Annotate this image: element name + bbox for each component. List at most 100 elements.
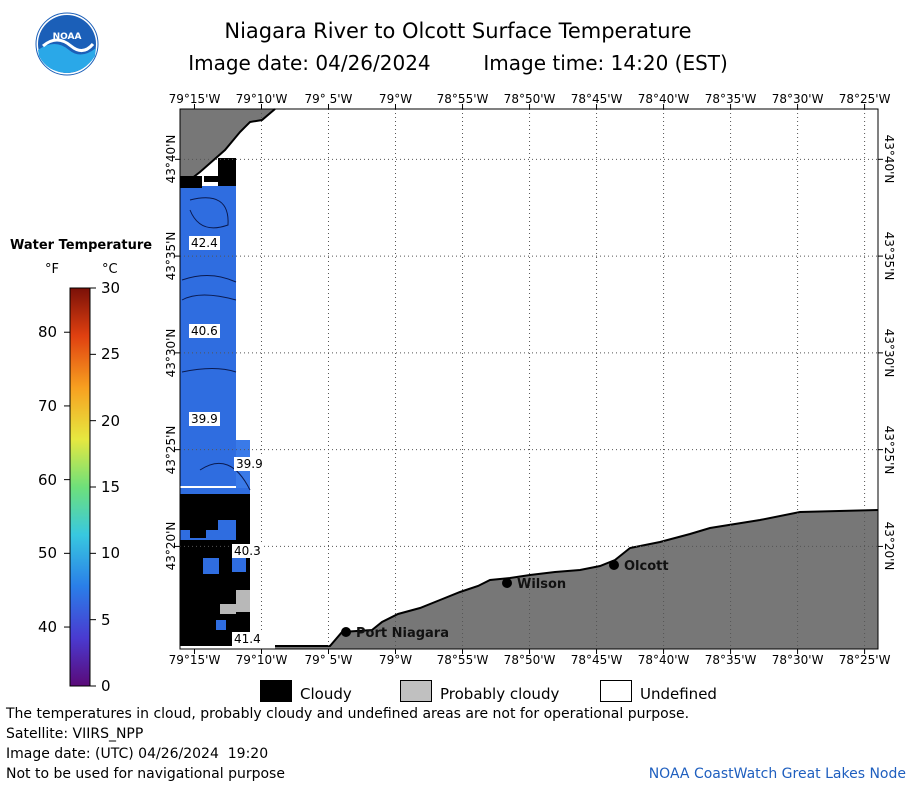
- probably-cloudy-area: [236, 590, 250, 612]
- latitude-label-right: 43°35'N: [882, 231, 896, 281]
- temperature-label: 40.6: [189, 324, 220, 338]
- image-date: Image date: 04/26/2024: [188, 51, 431, 75]
- footer-image-date-utc: Image date: (UTC) 04/26/2024 19:20: [6, 746, 269, 762]
- temperature-label: 39.9: [189, 412, 220, 426]
- longitude-label-bottom: 78°50'W: [503, 653, 556, 667]
- colorbar-c-label: 15: [101, 478, 121, 496]
- legend-probably-cloudy-label: Probably cloudy: [440, 685, 560, 703]
- longitude-label-bottom: 79°15'W: [168, 653, 221, 667]
- noaa-logo-icon: [35, 12, 99, 76]
- latitude-label-right: 43°30'N: [882, 328, 896, 378]
- latitude-label-left: 43°40'N: [164, 134, 178, 184]
- longitude-label-bottom: 78°30'W: [771, 653, 824, 667]
- footer-navigation-warning: Not to be used for navigational purpose: [6, 766, 285, 782]
- longitude-label-bottom: 78°40'W: [637, 653, 690, 667]
- place-label: Port Niagara: [356, 626, 449, 641]
- longitude-label-top: 78°30'W: [771, 92, 824, 106]
- footer-credit: NOAA CoastWatch Great Lakes Node: [648, 766, 906, 782]
- place-marker: [609, 560, 619, 570]
- longitude-label-bottom: 78°25'W: [838, 653, 891, 667]
- place-marker: [341, 627, 351, 637]
- cloud-area: [204, 176, 218, 182]
- longitude-label-top: 79°15'W: [168, 92, 221, 106]
- temperature-label: 42.4: [189, 236, 220, 250]
- colorbar-c-label: 30: [101, 279, 121, 297]
- temperature-contour: [181, 275, 237, 283]
- coastline-new-york: [275, 509, 879, 647]
- temperature-contour: [199, 462, 251, 491]
- colorbar-c-label: 10: [101, 544, 121, 563]
- image-date-time: Image date: 04/26/2024 Image time: 14:20…: [0, 51, 916, 75]
- colorbar-c-label: 25: [101, 345, 121, 364]
- colorbar-f-label: 50: [38, 544, 58, 563]
- latitude-label-right: 43°25'N: [882, 425, 896, 475]
- latitude-label-left: 43°20'N: [164, 521, 178, 571]
- temperature-contour: [181, 294, 237, 301]
- longitude-label-bottom: 78°35'W: [704, 653, 757, 667]
- place-label: Wilson: [517, 577, 567, 592]
- cloud-area: [180, 494, 250, 520]
- cloud-area: [180, 520, 218, 530]
- longitude-label-top: 78°25'W: [838, 92, 891, 106]
- latitude-label-left: 43°25'N: [164, 425, 178, 475]
- footer-satellite: Satellite: VIIRS_NPP: [6, 726, 144, 742]
- longitude-label-top: 78°45'W: [570, 92, 623, 106]
- temperature-label: 41.4: [232, 632, 263, 646]
- colorbar-unit-f: °F: [45, 262, 59, 277]
- latitude-label-right: 43°20'N: [882, 521, 896, 571]
- cloud-area: [180, 176, 202, 188]
- colorbar-f-label: 40: [38, 618, 58, 637]
- footer-disclaimer: The temperatures in cloud, probably clou…: [6, 706, 690, 722]
- longitude-label-bottom: 79° 5'W: [304, 653, 353, 667]
- water-temperature-area: [216, 620, 226, 630]
- probably-cloudy-area: [220, 604, 236, 614]
- latitude-label-left: 43°35'N: [164, 231, 178, 281]
- colorbar-f-label: 60: [38, 470, 58, 489]
- place-label: Olcott: [624, 559, 669, 574]
- legend-cloudy-label: Cloudy: [300, 685, 352, 703]
- latitude-label-left: 43°30'N: [164, 328, 178, 378]
- temperature-contour: [181, 368, 237, 373]
- image-time: Image time: 14:20 (EST): [483, 51, 728, 75]
- longitude-label-top: 78°35'W: [704, 92, 757, 106]
- colorbar-f-label: 80: [38, 323, 58, 342]
- longitude-label-bottom: 78°55'W: [436, 653, 489, 667]
- temperature-label: 39.9: [234, 457, 265, 471]
- cloud-area: [190, 528, 206, 538]
- legend-probably-cloudy-swatch: [400, 680, 432, 702]
- water-temperature-area: [203, 558, 219, 574]
- longitude-label-bottom: 79°W: [378, 653, 413, 667]
- legend-undefined-label: Undefined: [640, 685, 717, 703]
- longitude-label-top: 79° 5'W: [304, 92, 353, 106]
- land-new-york: [275, 510, 878, 649]
- longitude-label-bottom: 78°45'W: [570, 653, 623, 667]
- noaa-logo-text: NOAA: [52, 32, 82, 42]
- colorbar-c-label: 20: [101, 411, 121, 430]
- longitude-label-top: 78°55'W: [436, 92, 489, 106]
- colorbar: [64, 287, 96, 687]
- colorbar-unit-c: °C: [102, 262, 118, 277]
- longitude-label-top: 79°W: [378, 92, 413, 106]
- legend-cloudy-swatch: [260, 680, 292, 702]
- page-title: Niagara River to Olcott Surface Temperat…: [224, 19, 692, 43]
- noaa-logo: NOAA: [35, 12, 99, 76]
- colorbar-c-label: 0: [101, 677, 111, 695]
- temperature-map: [175, 104, 883, 654]
- colorbar-c-label: 5: [101, 610, 111, 629]
- map-frame: [179, 108, 879, 650]
- temperature-label: 40.3: [232, 544, 263, 558]
- temperature-contour: [189, 197, 229, 229]
- place-marker: [502, 578, 512, 588]
- cloud-area: [236, 516, 250, 546]
- legend-undefined-swatch: [600, 680, 632, 702]
- longitude-label-bottom: 79°10'W: [235, 653, 288, 667]
- colorbar-f-label: 70: [38, 396, 58, 415]
- coastline-canada: [181, 108, 276, 187]
- cloud-area: [218, 158, 236, 186]
- longitude-label-top: 78°50'W: [503, 92, 556, 106]
- longitude-label-top: 78°40'W: [637, 92, 690, 106]
- latitude-label-right: 43°40'N: [882, 134, 896, 184]
- longitude-label-top: 79°10'W: [235, 92, 288, 106]
- colorbar-title: Water Temperature: [10, 238, 153, 253]
- water-temperature-area: [232, 556, 246, 572]
